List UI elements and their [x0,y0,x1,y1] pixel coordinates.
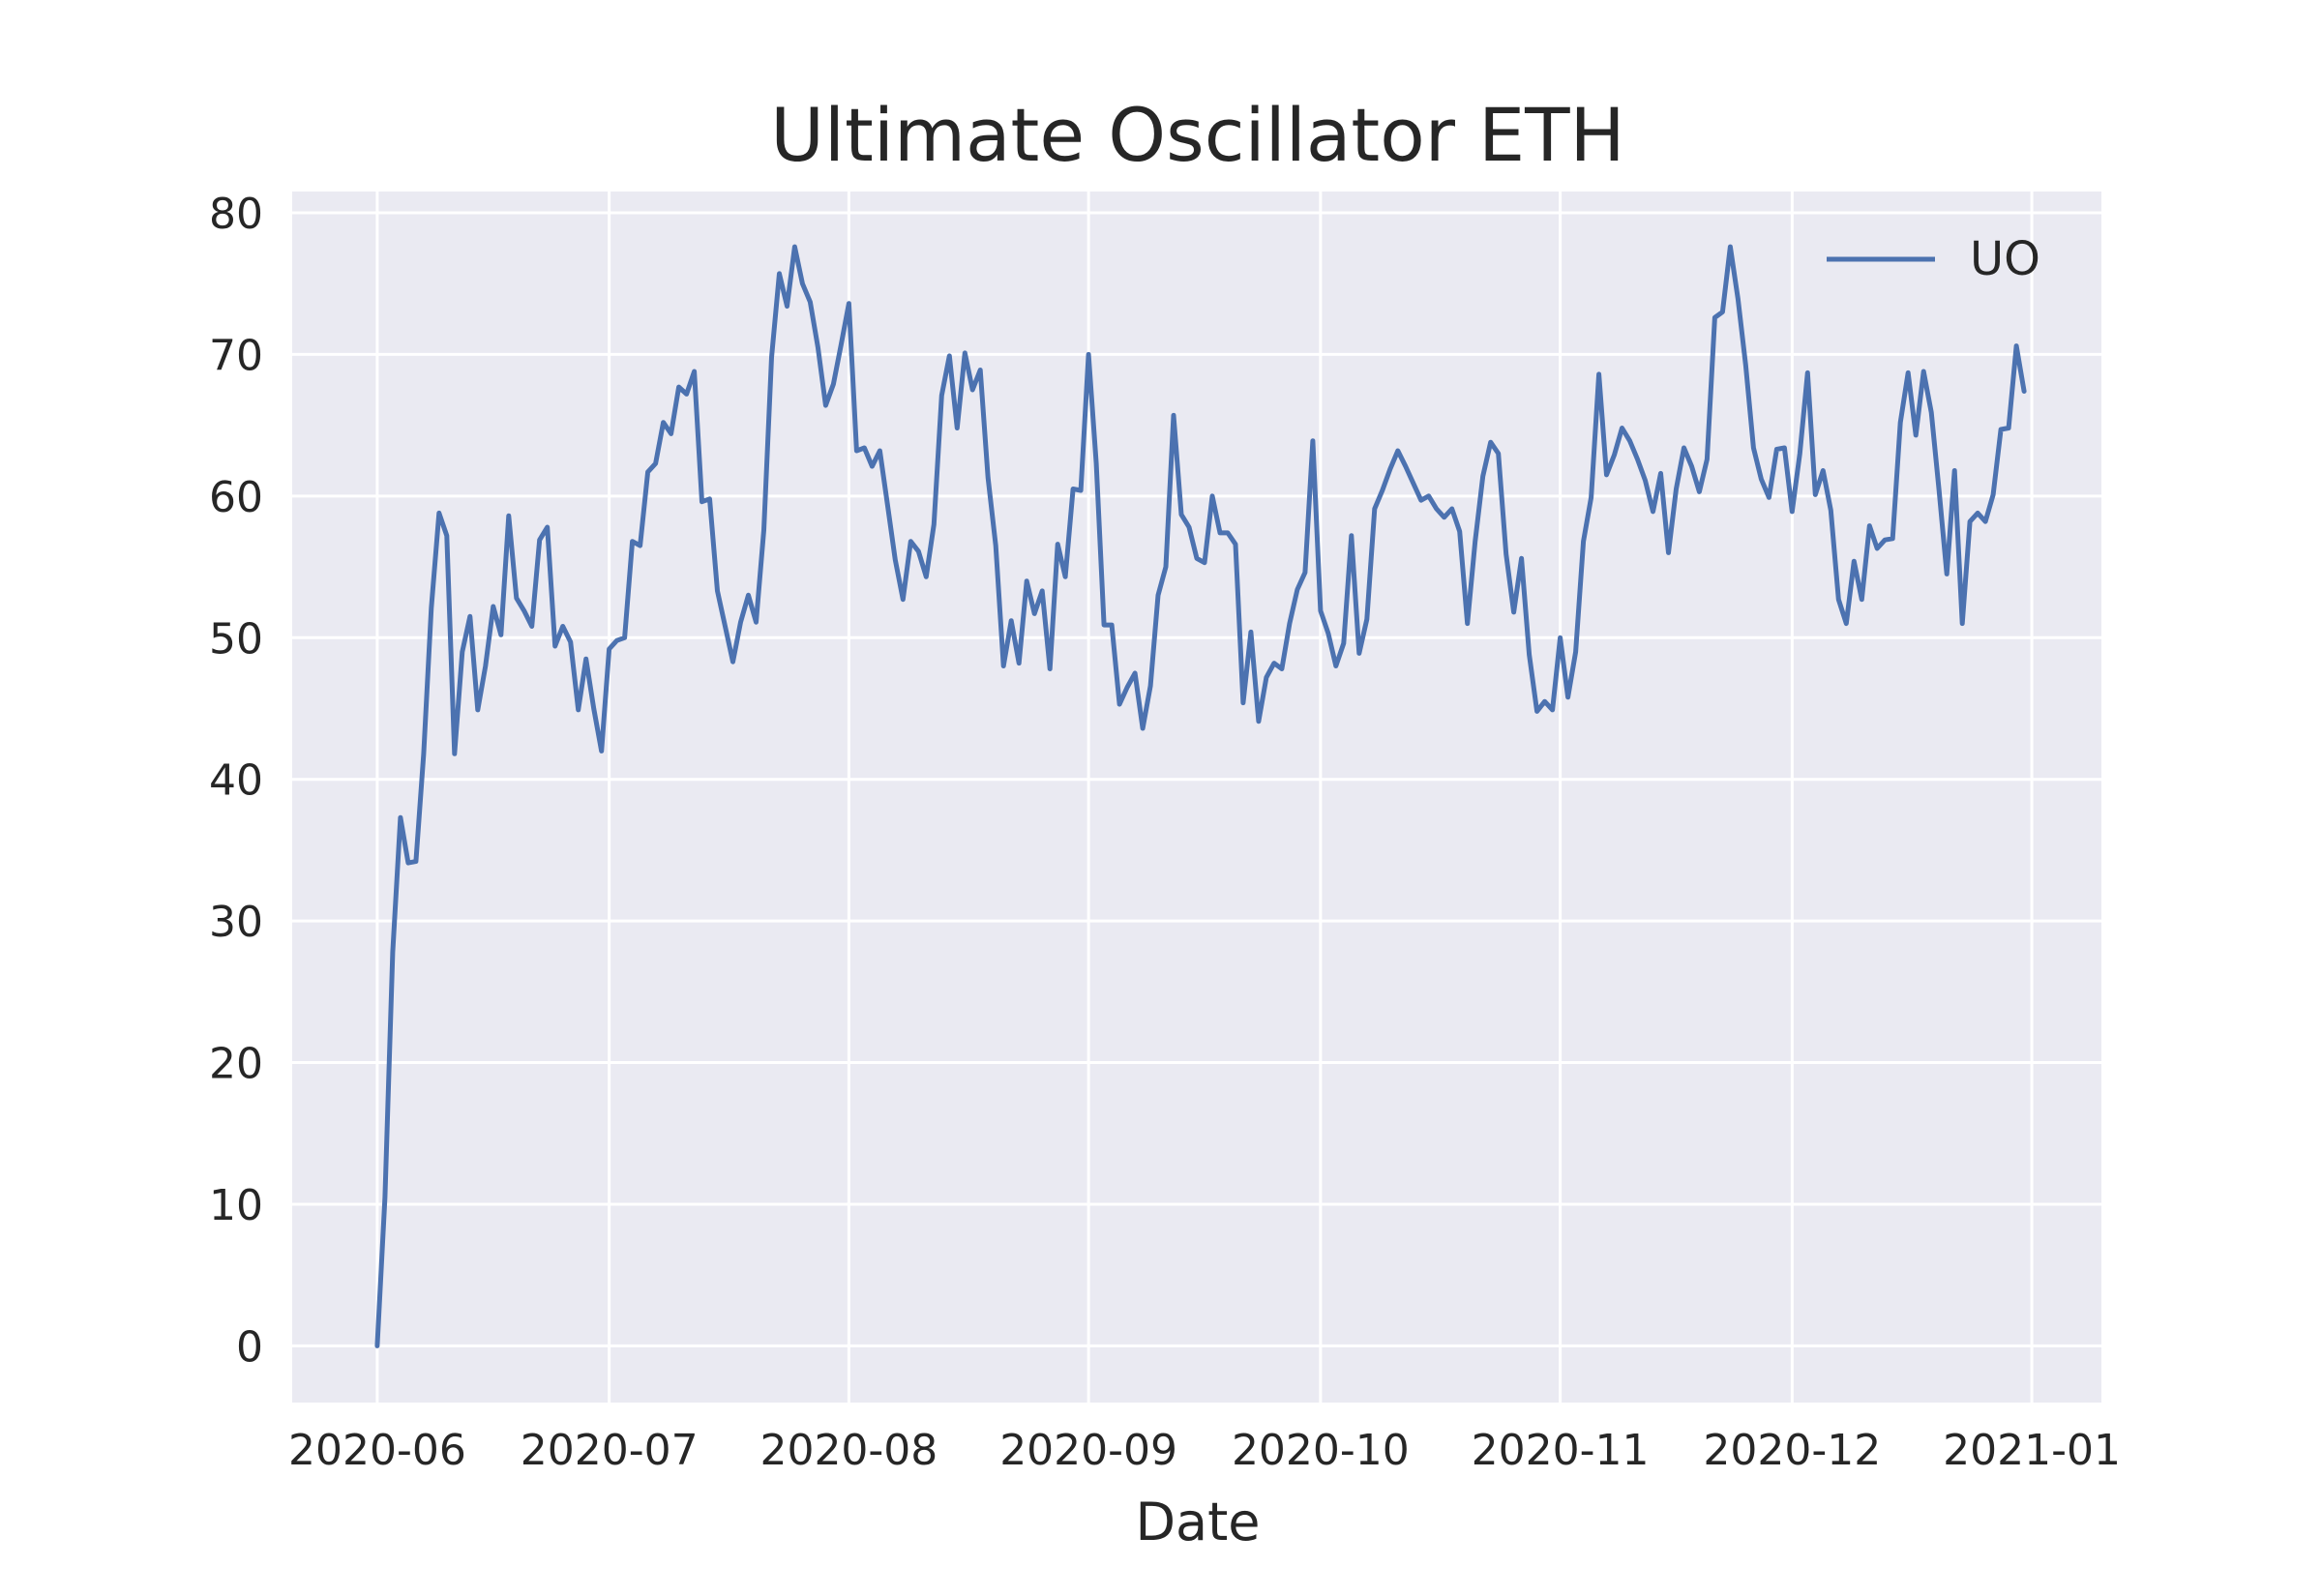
x-tick-label: 2020-12 [1703,1426,1881,1475]
series-line-uo [374,244,2027,1348]
plot-area [292,192,2101,1403]
x-tick-label: 2020-09 [999,1426,1177,1475]
y-tick-label: 80 [209,190,263,239]
y-tick-label: 20 [209,1040,263,1089]
y-axis-ticks: 0 10 20 30 40 50 60 70 80 [209,190,263,1372]
y-tick-label: 10 [209,1181,263,1230]
y-tick-label: 60 [209,473,263,522]
y-tick-label: 0 [236,1322,263,1372]
y-tick-label: 30 [209,898,263,947]
y-tick-label: 70 [209,331,263,380]
x-tick-label: 2020-06 [288,1426,466,1475]
y-tick-label: 40 [209,756,263,806]
x-tick-label: 2020-11 [1472,1426,1650,1475]
x-axis-label: Date [1135,1492,1260,1552]
legend: UO [1827,232,2040,286]
legend-label-uo: UO [1970,232,2040,286]
chart-title: Ultimate Oscillator ETH [770,92,1624,178]
x-tick-label: 2020-07 [521,1426,699,1475]
x-tick-label: 2020-10 [1232,1426,1410,1475]
y-tick-label: 50 [209,614,263,664]
x-axis-ticks: 2020-06 2020-07 2020-08 2020-09 2020-10 2020-… [288,1426,2121,1475]
x-tick-label: 2020-08 [759,1426,938,1475]
y-gridlines [292,211,2101,1347]
x-tick-label: 2021-01 [1943,1426,2121,1475]
